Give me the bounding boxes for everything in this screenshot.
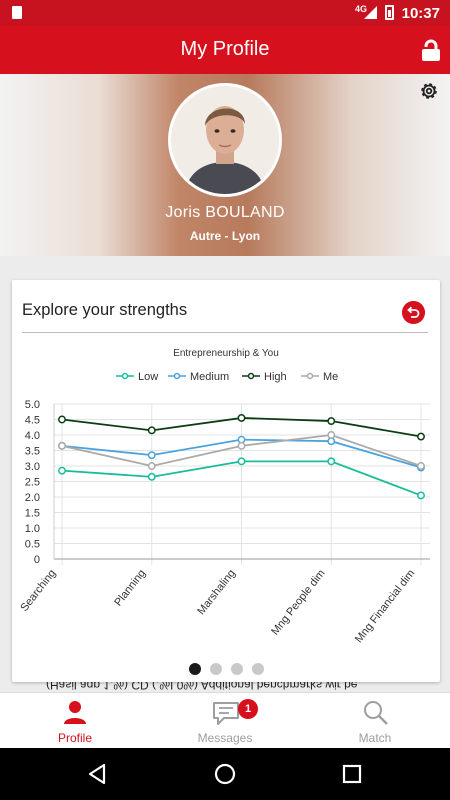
data-point <box>237 457 246 466</box>
data-point <box>417 462 425 470</box>
gear-icon[interactable] <box>418 80 440 102</box>
y-tick-label: 3.0 <box>25 461 40 473</box>
battery-icon <box>385 5 394 20</box>
legend-swatch-dot <box>121 372 129 380</box>
avatar-photo <box>171 86 279 194</box>
profile-header: Joris BOULAND Autre - Lyon <box>0 74 450 256</box>
data-point <box>417 432 425 441</box>
profile-location: Autre - Lyon <box>189 229 261 243</box>
y-tick-label: 4.0 <box>25 430 40 442</box>
x-tick-label: Mng People dim <box>269 567 327 637</box>
data-point <box>58 466 66 475</box>
pager-dot[interactable] <box>188 663 201 675</box>
pager-dots <box>12 663 440 675</box>
y-tick-label: 1.0 <box>25 523 40 535</box>
signal-icon <box>364 6 377 19</box>
legend-label: Me <box>323 371 338 383</box>
clock: 10:37 <box>401 5 440 22</box>
data-point <box>237 441 246 450</box>
y-tick-label: 2.5 <box>25 477 40 489</box>
undo-button[interactable] <box>402 301 425 324</box>
network-type: 4G <box>355 4 368 14</box>
page-title: My Profile <box>180 38 270 60</box>
x-tick-label: Marshaling <box>195 567 238 617</box>
data-point <box>58 415 66 424</box>
home-icon[interactable] <box>213 762 237 786</box>
y-tick-label: 4.5 <box>25 415 40 427</box>
nav-profile-label: Profile <box>57 731 92 745</box>
data-point <box>327 457 336 466</box>
nav-messages[interactable]: 1 Messages <box>150 693 300 749</box>
strengths-line-chart: Entrepreneurship & You Low Medium High Me 0 0.… <box>18 348 430 645</box>
legend-label: Low <box>138 371 158 383</box>
next-page-text: (Hasil agp 1.%) CD (.%I,0%) Additional b… <box>46 682 358 692</box>
y-tick-label: 2.0 <box>25 492 40 504</box>
x-tick-label: Planning <box>112 567 148 608</box>
avatar[interactable] <box>168 83 282 197</box>
status-bar: 4G 10:37 <box>0 0 450 26</box>
data-point <box>58 441 66 450</box>
chat-icon <box>213 702 239 725</box>
y-tick-label: 0.5 <box>25 539 40 551</box>
system-navigation <box>0 748 450 800</box>
data-point <box>327 437 336 446</box>
y-tick-label: 0 <box>34 554 40 566</box>
profile-name: Joris BOULAND <box>165 204 285 221</box>
unlock-icon[interactable] <box>420 38 442 62</box>
data-point <box>417 491 425 500</box>
nav-profile[interactable]: Profile <box>0 693 150 749</box>
bottom-navigation: Profile 1 Messages Match <box>0 692 450 748</box>
back-icon[interactable] <box>86 762 108 786</box>
data-point <box>147 451 156 460</box>
data-point <box>327 431 336 439</box>
data-point <box>147 462 156 470</box>
person-icon <box>64 701 86 724</box>
nav-match[interactable]: Match <box>300 693 450 749</box>
x-tick-label: Searching <box>18 567 58 613</box>
messages-badge: 1 <box>238 699 258 719</box>
strengths-card: Explore your strengths Entrepreneurship … <box>12 280 440 682</box>
x-tick-label: Mng Financial dim <box>353 567 417 645</box>
recents-icon[interactable] <box>342 762 362 786</box>
data-point <box>237 435 246 444</box>
data-point <box>327 417 336 426</box>
y-tick-label: 1.5 <box>25 508 40 520</box>
legend-swatch-dot <box>173 372 181 380</box>
legend-swatch-dot <box>247 372 255 380</box>
app-bar: My Profile <box>0 26 450 74</box>
legend-label: High <box>264 371 287 383</box>
pager-dot[interactable] <box>230 663 243 675</box>
chart-title: Entrepreneurship & You <box>173 348 279 359</box>
legend-swatch-dot <box>306 372 314 380</box>
card-title: Explore your strengths <box>22 301 188 319</box>
y-tick-label: 5.0 <box>25 399 40 411</box>
data-point <box>237 414 246 422</box>
nav-match-label: Match <box>358 731 392 745</box>
search-icon <box>364 701 388 725</box>
legend-label: Medium <box>190 371 229 383</box>
data-point <box>147 472 156 481</box>
y-tick-label: 3.5 <box>25 446 40 458</box>
nav-messages-label: Messages <box>197 731 253 745</box>
data-point <box>147 426 156 435</box>
pager-dot[interactable] <box>251 663 264 675</box>
sd-card-icon <box>12 6 22 19</box>
pager-dot[interactable] <box>209 663 222 675</box>
card-divider <box>22 332 428 333</box>
